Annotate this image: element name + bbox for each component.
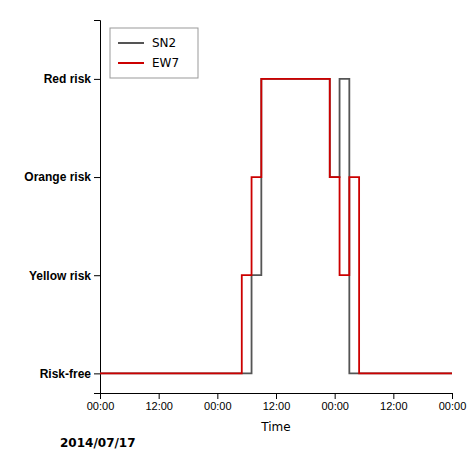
x-tick-label: 00:00 — [204, 400, 232, 412]
plot: 00:00 12:00 00:00 12:00 00:00 12:00 00:00 Risk-… — [24, 21, 466, 412]
x-tick-mark — [452, 393, 453, 399]
y-tick-label: Risk-free — [40, 367, 92, 381]
x-tick: 12:00 — [380, 393, 408, 412]
chart: 00:00 12:00 00:00 12:00 00:00 12:00 00:00 Risk-… — [0, 0, 474, 455]
y-axis-line — [94, 21, 101, 394]
x-tick: 00:00 — [87, 393, 115, 412]
lines — [100, 79, 452, 373]
x-tick-label: 12:00 — [145, 400, 173, 412]
x-tick: 00:00 — [439, 393, 467, 412]
series-line — [100, 79, 452, 373]
x-tick: 00:00 — [321, 393, 349, 412]
legend-item: SN2 — [118, 36, 176, 50]
x-tick-mark — [276, 393, 277, 399]
legend-label: EW7 — [152, 56, 179, 70]
legend-swatch — [118, 42, 144, 44]
x-tick-label: 12:00 — [380, 400, 408, 412]
x-tick: 12:00 — [145, 393, 173, 412]
legend-box — [110, 28, 198, 78]
y-tick-mark — [94, 373, 100, 374]
x-axis-label: Time — [260, 420, 290, 434]
x-tick-mark — [159, 393, 160, 399]
y-axis: Risk-free Yellow risk Orange risk Red risk — [24, 21, 100, 394]
y-tick: Orange risk — [24, 170, 100, 184]
x-tick-label: 00:00 — [87, 400, 115, 412]
y-tick-mark — [94, 177, 100, 178]
y-tick-mark — [94, 79, 100, 80]
legend: SN2EW7 — [110, 28, 198, 78]
series-line — [100, 79, 452, 373]
x-axis: 00:00 12:00 00:00 12:00 00:00 12:00 00:00 — [87, 393, 467, 412]
y-tick: Risk-free — [40, 367, 100, 381]
x-tick-label: 00:00 — [321, 400, 349, 412]
annotation: 2014/07/17 — [60, 436, 136, 450]
y-tick-mark — [94, 275, 100, 276]
y-tick: Red risk — [44, 72, 100, 86]
x-tick: 12:00 — [263, 393, 291, 412]
x-tick-label: 12:00 — [263, 400, 291, 412]
y-tick: Yellow risk — [29, 269, 100, 283]
x-tick: 00:00 — [204, 393, 232, 412]
x-tick-mark — [217, 393, 218, 399]
legend-swatch — [118, 62, 144, 64]
y-tick-label: Red risk — [44, 72, 92, 86]
y-tick-label: Yellow risk — [29, 269, 91, 283]
x-tick-label: 00:00 — [439, 400, 467, 412]
x-tick-mark — [393, 393, 394, 399]
y-tick-label: Orange risk — [24, 170, 91, 184]
x-tick-mark — [335, 393, 336, 399]
legend-item: EW7 — [118, 56, 179, 70]
legend-label: SN2 — [152, 36, 176, 50]
x-axis-line — [101, 394, 453, 400]
